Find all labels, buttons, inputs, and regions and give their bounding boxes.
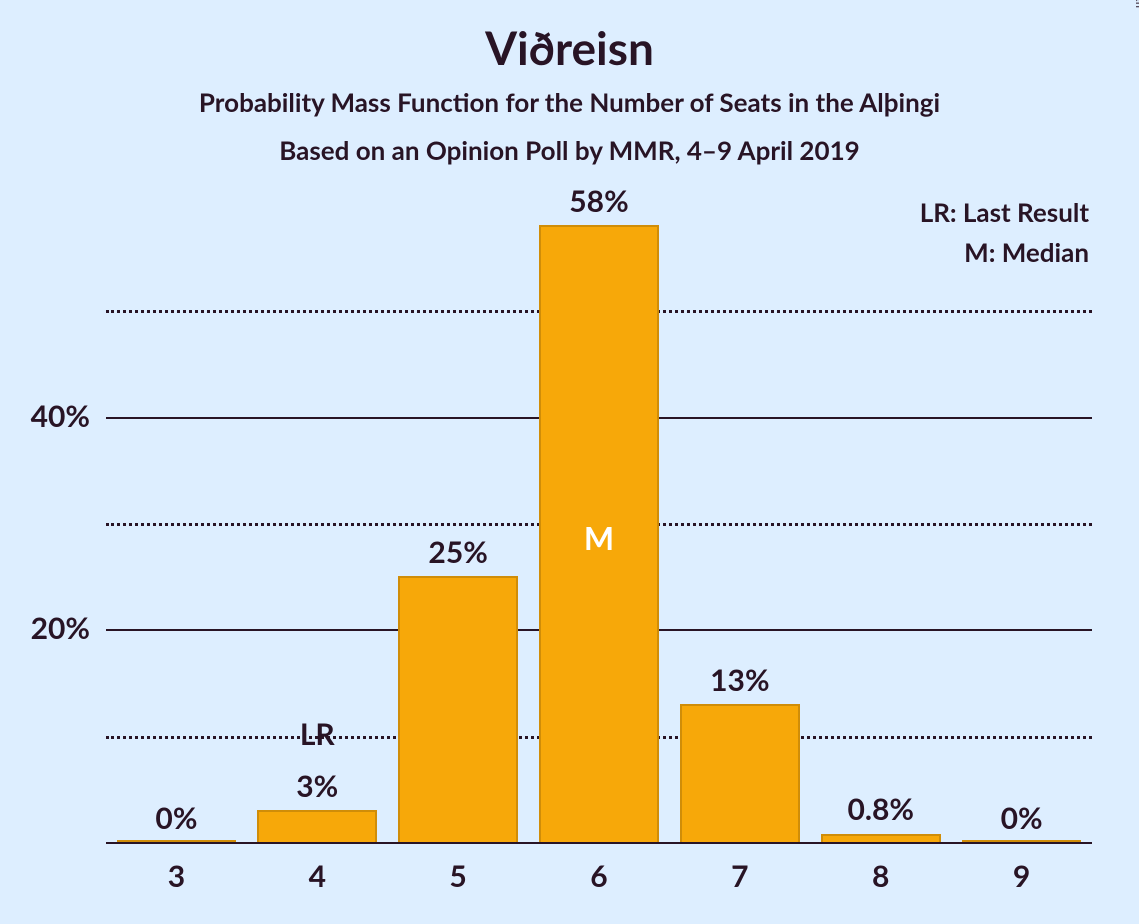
plot-area: 20%40%30%43%525%658%713%80.8%90%LRM xyxy=(106,204,1092,842)
x-axis-tick-label: 7 xyxy=(669,858,810,894)
bar-value-label: 0.8% xyxy=(810,791,951,827)
bar-value-label: 0% xyxy=(106,800,247,836)
y-axis-tick-label: 20% xyxy=(10,610,90,646)
bar xyxy=(117,840,237,842)
gridline-major xyxy=(106,842,1092,844)
x-axis-tick-label: 9 xyxy=(951,858,1092,894)
bar-value-label: 13% xyxy=(669,662,810,698)
annotation-m: M xyxy=(529,518,670,557)
bar-value-label: 0% xyxy=(951,800,1092,836)
chart-container: © 2020 Filip van Laenen Viðreisn Probabi… xyxy=(0,0,1139,924)
bar-value-label: 3% xyxy=(247,768,388,804)
y-axis-tick-label: 40% xyxy=(10,398,90,434)
annotation-lr: LR xyxy=(247,716,388,752)
bar xyxy=(962,840,1082,842)
chart-title: Viðreisn xyxy=(0,20,1139,75)
x-axis-tick-label: 3 xyxy=(106,858,247,894)
x-axis-tick-label: 5 xyxy=(388,858,529,894)
bar xyxy=(680,704,800,842)
bar xyxy=(821,834,941,843)
bar xyxy=(257,810,377,842)
x-axis-tick-label: 8 xyxy=(810,858,951,894)
bar xyxy=(398,576,518,842)
bar-value-label: 58% xyxy=(529,183,670,219)
chart-subtitle-1: Probability Mass Function for the Number… xyxy=(0,86,1139,118)
x-axis-tick-label: 6 xyxy=(529,858,670,894)
x-axis-tick-label: 4 xyxy=(247,858,388,894)
copyright-text: © 2020 Filip van Laenen xyxy=(1133,0,1139,8)
bar-value-label: 25% xyxy=(388,534,529,570)
chart-subtitle-2: Based on an Opinion Poll by MMR, 4–9 Apr… xyxy=(0,134,1139,166)
